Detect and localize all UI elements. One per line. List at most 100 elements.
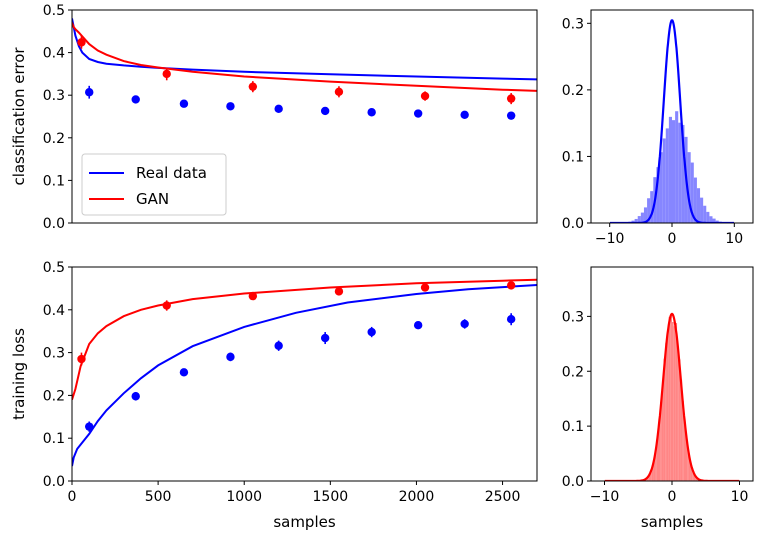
histogram-bar <box>673 326 676 481</box>
real-data-point <box>320 106 330 116</box>
histogram-bar <box>668 116 672 223</box>
gan-point <box>162 301 171 310</box>
real-data-point <box>274 104 283 114</box>
real-data-curve <box>72 18 537 81</box>
real-data-point <box>131 95 140 104</box>
gan-point <box>248 291 258 301</box>
y-tick-label: 0.1 <box>43 431 65 447</box>
classification-error-chart: 0.0 0.1 0.2 0.3 0.4 0.5 classification error Re… <box>10 3 538 232</box>
x-axis-label: samples <box>641 513 704 531</box>
y-tick-label: 0.1 <box>562 419 584 435</box>
real-data-point <box>131 392 140 401</box>
histogram-bar <box>661 384 664 481</box>
histogram-bar <box>643 207 648 223</box>
histogram-bar <box>706 211 710 223</box>
histogram-bar <box>678 359 681 481</box>
histogram-bar <box>650 471 652 481</box>
histogram-bar <box>637 216 641 223</box>
y-tick-label: 0.0 <box>43 474 65 490</box>
y-tick-label: 0.3 <box>562 16 584 32</box>
plot-area <box>72 18 537 120</box>
y-tick-label: 0.0 <box>562 474 584 490</box>
y-tick-label: 0.5 <box>43 260 65 276</box>
y-tick-label: 0.2 <box>562 83 584 99</box>
y-tick-label: 0.3 <box>43 88 65 104</box>
real-data-point <box>274 341 283 350</box>
histogram-bar <box>709 216 713 223</box>
histogram-bar <box>712 218 716 223</box>
histogram-bar <box>675 111 679 223</box>
y-tick-label: 0.4 <box>43 46 65 62</box>
x-tick-label: 0 <box>668 489 677 505</box>
histogram-bar <box>650 191 654 223</box>
x-tick-label: 1000 <box>226 489 262 505</box>
real-data-point <box>367 327 376 337</box>
x-tick-label: 1500 <box>313 489 349 505</box>
gan-point <box>506 281 516 290</box>
histogram-bar <box>683 422 686 481</box>
y-tick-label: 0.0 <box>43 216 65 232</box>
x-tick-label: −10 <box>595 231 625 247</box>
y-axis-label: training loss <box>10 328 28 420</box>
x-tick-label: 0 <box>68 489 77 505</box>
real-data-point <box>413 109 423 118</box>
real-data-point <box>226 102 235 111</box>
histogram-bar <box>688 457 691 481</box>
histogram-bar <box>670 316 672 481</box>
histogram-bar <box>655 448 657 481</box>
histogram-bar <box>665 342 667 481</box>
legend-label: Real data <box>136 164 207 182</box>
histogram-bar <box>665 128 669 223</box>
gan-point <box>77 354 86 364</box>
histogram-bar <box>653 459 656 481</box>
y-tick-label: 0.2 <box>43 131 65 147</box>
y-tick-label: 0.5 <box>43 3 65 19</box>
histogram-bar <box>703 205 707 223</box>
real-data-point <box>179 99 189 108</box>
y-tick-label: 0.3 <box>43 346 65 362</box>
x-tick-label: −10 <box>590 489 620 505</box>
x-tick-label: 10 <box>725 231 743 247</box>
histogram-bar <box>656 167 660 223</box>
plot-area <box>610 19 734 223</box>
histogram-bar <box>715 220 719 223</box>
real-data-point <box>506 111 516 120</box>
y-tick-label: 0.1 <box>43 173 65 189</box>
gan-point <box>334 87 344 96</box>
histogram-bar <box>656 437 659 481</box>
real-data-point <box>506 315 516 324</box>
histogram-bar <box>696 188 701 223</box>
histogram-bar <box>695 477 698 481</box>
real-data-point <box>85 422 94 431</box>
real-data-point <box>367 108 376 117</box>
real-data-point <box>179 368 189 377</box>
histogram-bar <box>634 218 638 223</box>
y-tick-label: 0.3 <box>562 309 584 325</box>
histogram-bar <box>647 198 651 223</box>
histogram-bar <box>631 220 635 223</box>
legend-label: GAN <box>136 190 169 208</box>
density-curve <box>610 19 734 223</box>
y-tick-label: 0.4 <box>43 303 65 319</box>
histogram-bar <box>693 474 696 481</box>
x-tick-label: 2500 <box>485 489 521 505</box>
histogram-bar <box>687 447 689 481</box>
gan-point <box>334 287 344 296</box>
error-distribution-histogram: 0.0 0.1 0.2 0.3 −10 0 10 <box>562 9 754 247</box>
histogram-bar <box>681 124 685 223</box>
histogram-bar <box>672 120 676 223</box>
gan-point <box>77 38 86 47</box>
real-data-point <box>320 333 330 343</box>
real-data-point <box>460 319 469 329</box>
axes-frame <box>71 9 538 224</box>
gan-point <box>420 91 430 101</box>
gan-point <box>506 94 516 103</box>
density-curve <box>604 312 740 481</box>
real-data-point <box>226 352 235 362</box>
gan-point <box>420 283 430 292</box>
training-loss-chart: 0.0 0.1 0.2 0.3 0.4 0.5 0 500 1000 1500 2000 2500 tr… <box>10 260 538 531</box>
x-tick-label: 2000 <box>399 489 435 505</box>
histogram-bar <box>640 212 644 223</box>
histogram-bar <box>668 316 671 481</box>
histogram-bar <box>663 358 666 481</box>
